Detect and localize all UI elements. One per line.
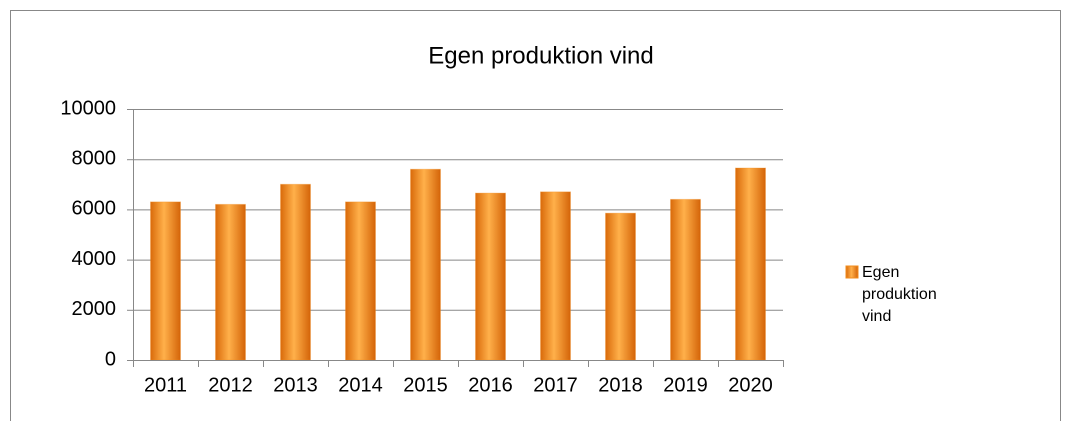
legend-label: Egen produktion vind <box>862 264 937 325</box>
x-tick-label: 2012 <box>208 374 253 396</box>
bar <box>150 201 181 361</box>
x-tick-label: 2018 <box>598 374 643 396</box>
bar <box>735 167 766 361</box>
x-tick-label: 2014 <box>338 374 383 396</box>
x-tick-label: 2020 <box>728 374 773 396</box>
x-tick-label: 2011 <box>144 374 187 396</box>
x-tick-label: 2016 <box>468 374 513 396</box>
bar <box>280 183 311 361</box>
x-tick-label: 2015 <box>403 374 448 396</box>
y-tick-label: 8000 <box>72 147 117 169</box>
bar <box>670 198 701 361</box>
y-tick-label: 2000 <box>72 298 117 320</box>
chart-title: Egen produktion vind <box>428 42 654 69</box>
bar <box>345 201 376 361</box>
bar <box>540 191 571 361</box>
y-tick-label: 6000 <box>72 198 117 220</box>
y-tick-label: 10000 <box>60 97 116 119</box>
bar <box>215 203 246 361</box>
y-tick-label: 4000 <box>72 248 117 270</box>
legend-swatch <box>845 265 859 279</box>
x-tick-label: 2017 <box>533 374 578 396</box>
x-tick-label: 2013 <box>273 374 318 396</box>
bar <box>410 168 441 361</box>
bar <box>605 212 636 361</box>
chart-border <box>10 10 1061 421</box>
x-tick-label: 2019 <box>663 374 708 396</box>
y-tick-label: 0 <box>105 348 116 370</box>
bar <box>475 192 506 361</box>
